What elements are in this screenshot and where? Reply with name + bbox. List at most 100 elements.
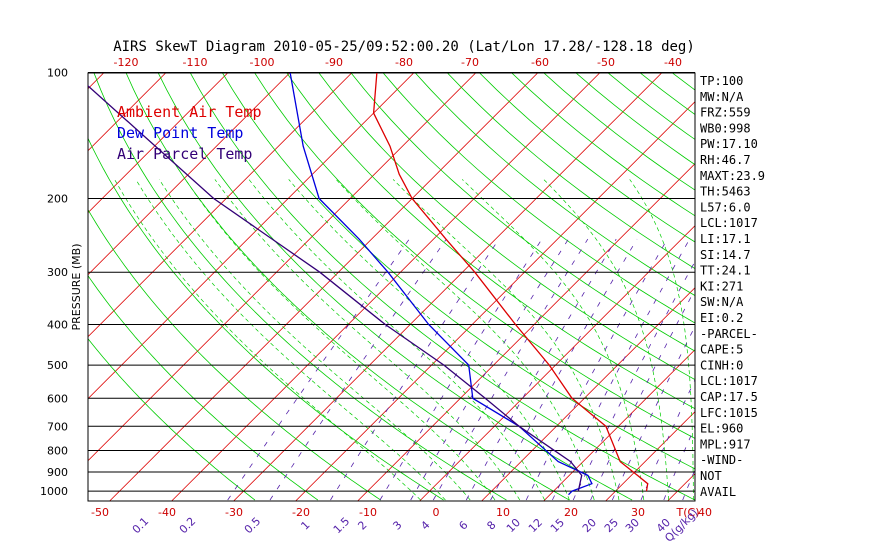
mixing-ratio-label: 4 (418, 518, 432, 532)
index-label: NOT (700, 469, 722, 483)
moist-adiabat-line (392, 179, 620, 501)
top-tick-label: -70 (461, 56, 479, 69)
index-label: AVAIL (700, 485, 736, 499)
dry-adiabat-line (189, 73, 695, 501)
legend-entry: Dew Point Temp (117, 124, 243, 142)
mixing-ratio-label: 0.1 (130, 515, 152, 537)
mixing-ratio-line (682, 468, 695, 501)
mixing-ratio-line (490, 238, 638, 501)
bottom-tick-label: -20 (292, 506, 310, 519)
index-label: -PARCEL- (700, 327, 758, 341)
isotherm-line (854, 73, 870, 501)
mixing-ratio-label: 1.5 (331, 515, 353, 537)
index-label: WB0:998 (700, 121, 751, 135)
isotherm-line (605, 411, 695, 501)
index-label: LCL:1017 (700, 216, 758, 230)
plot-frame (87, 72, 696, 502)
moist-adiabat-line (461, 179, 645, 501)
isotherm-line (88, 73, 166, 152)
moist-adiabat-line (335, 179, 595, 501)
mixing-ratio-label: 6 (456, 518, 470, 532)
dry-adiabat-line (800, 73, 870, 501)
index-label: CAP:17.5 (700, 390, 758, 404)
moist-adiabat-line (288, 179, 570, 501)
isotherm-line (295, 101, 695, 501)
mixing-ratio-line (611, 325, 695, 501)
isotherm-line (543, 349, 695, 501)
mixing-ratio-line (590, 288, 695, 501)
index-label: FRZ:559 (700, 106, 751, 120)
bottom-tick-label: 20 (564, 506, 578, 519)
mixing-ratio-line (663, 425, 695, 501)
mixing-ratio-line (227, 238, 410, 501)
isotherm-line (88, 73, 228, 214)
bottom-tick-label: -40 (158, 506, 176, 519)
mixing-ratio-label: 20 (580, 516, 599, 535)
isotherm-line (357, 163, 695, 501)
top-tick-label: -110 (183, 56, 208, 69)
isotherm-line (109, 73, 538, 501)
dry-adiabat-line (768, 73, 870, 501)
bottom-tick-label: -50 (91, 506, 109, 519)
index-label: KI:271 (700, 279, 743, 293)
top-tick-label: -120 (114, 56, 139, 69)
dry-adiabat-line (350, 73, 695, 352)
index-label: LFC:1015 (700, 406, 758, 420)
moist-adiabat-line (114, 179, 421, 501)
mixing-ratio-line (269, 238, 447, 501)
mixing-ratio-line (640, 378, 695, 501)
top-tick-label: -40 (664, 56, 682, 69)
series-line (372, 73, 649, 492)
index-label: MAXT:23.9 (700, 169, 765, 183)
pressure-tick-label: 800 (47, 445, 68, 458)
dry-adiabat-layer (88, 73, 870, 501)
mixing-ratio-line (432, 238, 589, 501)
bottom-tick-label: 10 (496, 506, 510, 519)
dry-adiabat-line (446, 73, 695, 270)
bottom-unit-label: T(C) (676, 506, 700, 519)
index-label: PW:17.10 (700, 137, 758, 151)
mixing-ratio-label: 0.5 (242, 515, 264, 537)
mixing-ratio-label: 0.2 (177, 515, 199, 537)
index-label: TT:24.1 (700, 264, 751, 278)
bottom-tick-label: -10 (359, 506, 377, 519)
pressure-tick-label: 100 (47, 67, 68, 80)
moist-adiabat-line (248, 179, 545, 501)
isotherm-line (88, 73, 352, 338)
isotherm-line (233, 73, 662, 501)
isotherm-line (481, 287, 695, 501)
top-tick-label: -90 (325, 56, 343, 69)
index-label: TH:5463 (700, 185, 751, 199)
dry-adiabat-line (222, 73, 695, 470)
mixing-ratio-label: 2 (355, 518, 369, 532)
pressure-tick-label: 500 (47, 359, 68, 372)
mixing-ratio-line (525, 238, 668, 501)
moist-adiabat-line (135, 179, 446, 501)
index-label: EL:960 (700, 422, 743, 436)
mixing-ratio-line (410, 238, 569, 501)
mixing-ratio-label: 12 (526, 516, 545, 535)
pressure-tick-label: 400 (47, 319, 68, 332)
isotherm-line (792, 73, 870, 501)
moist-adiabat-line (185, 179, 496, 501)
isotherm-line (419, 225, 695, 501)
index-label: RH:46.7 (700, 153, 751, 167)
dry-adiabat-line (318, 73, 695, 381)
index-label: LCL:1017 (700, 374, 758, 388)
y-axis-label: PRESSURE (MB) (70, 244, 83, 331)
index-label: TP:100 (700, 74, 743, 88)
mixing-ratio-layer (227, 238, 695, 501)
moist-adiabat-line (543, 179, 669, 500)
top-tick-label: -100 (250, 56, 275, 69)
legend: Ambient Air Temp Dew Point Temp Air Parcel… (117, 103, 262, 163)
series-layer (88, 73, 649, 496)
mixing-ratio-label: 1 (298, 518, 312, 532)
index-label: MPL:917 (700, 437, 751, 451)
moist-adiabat-line (214, 179, 521, 501)
dry-adiabat-line (88, 338, 256, 501)
index-label: MW:N/A (700, 90, 744, 104)
mixing-ratio-line (572, 260, 695, 501)
index-label: CAPE:5 (700, 343, 743, 357)
isotherm-line (0, 73, 42, 501)
